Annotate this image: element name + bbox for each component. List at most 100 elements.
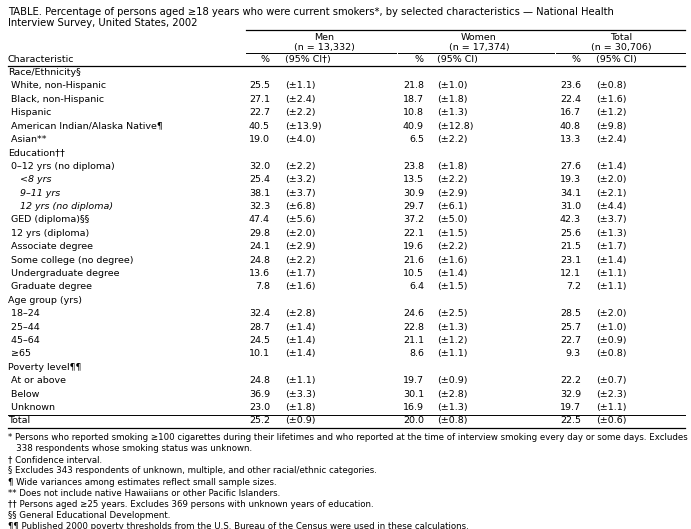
Text: 23.1: 23.1 bbox=[560, 256, 581, 264]
Text: (±0.8): (±0.8) bbox=[596, 81, 627, 90]
Text: 10.8: 10.8 bbox=[403, 108, 424, 117]
Text: ≥65: ≥65 bbox=[8, 349, 31, 359]
Text: 38.1: 38.1 bbox=[249, 189, 270, 198]
Text: (±1.8): (±1.8) bbox=[285, 403, 316, 412]
Text: (95% CI): (95% CI) bbox=[596, 55, 637, 64]
Text: (±2.0): (±2.0) bbox=[596, 175, 627, 184]
Text: 24.1: 24.1 bbox=[249, 242, 270, 251]
Text: ¶¶ Published 2000 poverty thresholds from the U.S. Bureau of the Census were use: ¶¶ Published 2000 poverty thresholds fro… bbox=[8, 523, 468, 529]
Text: †† Persons aged ≥25 years. Excludes 369 persons with unknown years of education.: †† Persons aged ≥25 years. Excludes 369 … bbox=[8, 500, 374, 509]
Text: 25.5: 25.5 bbox=[249, 81, 270, 90]
Text: Graduate degree: Graduate degree bbox=[8, 282, 92, 291]
Text: (±6.1): (±6.1) bbox=[437, 202, 468, 211]
Text: † Confidence interval.: † Confidence interval. bbox=[8, 455, 102, 464]
Text: (±12.8): (±12.8) bbox=[437, 122, 473, 131]
Text: Hispanic: Hispanic bbox=[8, 108, 51, 117]
Text: 12.1: 12.1 bbox=[560, 269, 581, 278]
Text: (±1.6): (±1.6) bbox=[596, 95, 627, 104]
Text: (±1.6): (±1.6) bbox=[437, 256, 468, 264]
Text: (±0.9): (±0.9) bbox=[285, 416, 316, 425]
Text: (±6.8): (±6.8) bbox=[285, 202, 316, 211]
Text: 23.0: 23.0 bbox=[249, 403, 270, 412]
Text: 42.3: 42.3 bbox=[560, 215, 581, 224]
Text: 32.9: 32.9 bbox=[560, 389, 581, 398]
Text: (n = 17,374): (n = 17,374) bbox=[448, 43, 509, 52]
Text: (±1.3): (±1.3) bbox=[596, 229, 627, 238]
Text: (±0.7): (±0.7) bbox=[596, 376, 627, 385]
Text: Undergraduate degree: Undergraduate degree bbox=[8, 269, 120, 278]
Text: 19.6: 19.6 bbox=[403, 242, 424, 251]
Text: (±4.4): (±4.4) bbox=[596, 202, 627, 211]
Text: (±1.4): (±1.4) bbox=[285, 349, 316, 359]
Text: Below: Below bbox=[8, 389, 39, 398]
Text: (±0.6): (±0.6) bbox=[596, 416, 627, 425]
Text: 0–12 yrs (no diploma): 0–12 yrs (no diploma) bbox=[8, 162, 115, 171]
Text: (±1.1): (±1.1) bbox=[596, 269, 627, 278]
Text: 32.4: 32.4 bbox=[249, 309, 270, 318]
Text: 21.5: 21.5 bbox=[560, 242, 581, 251]
Text: (±3.3): (±3.3) bbox=[285, 389, 316, 398]
Text: 6.5: 6.5 bbox=[409, 135, 424, 144]
Text: 19.3: 19.3 bbox=[560, 175, 581, 184]
Text: 40.9: 40.9 bbox=[403, 122, 424, 131]
Text: (±1.4): (±1.4) bbox=[596, 162, 627, 171]
Text: (±1.5): (±1.5) bbox=[437, 229, 468, 238]
Text: 34.1: 34.1 bbox=[560, 189, 581, 198]
Text: 21.6: 21.6 bbox=[403, 256, 424, 264]
Text: 47.4: 47.4 bbox=[249, 215, 270, 224]
Text: 29.7: 29.7 bbox=[403, 202, 424, 211]
Text: Total: Total bbox=[8, 416, 30, 425]
Text: (±1.5): (±1.5) bbox=[437, 282, 468, 291]
Text: %: % bbox=[572, 55, 581, 64]
Text: Unknown: Unknown bbox=[8, 403, 55, 412]
Text: 25.2: 25.2 bbox=[249, 416, 270, 425]
Text: 13.3: 13.3 bbox=[560, 135, 581, 144]
Text: (±4.0): (±4.0) bbox=[285, 135, 316, 144]
Text: 29.8: 29.8 bbox=[249, 229, 270, 238]
Text: 7.2: 7.2 bbox=[566, 282, 581, 291]
Text: 30.1: 30.1 bbox=[403, 389, 424, 398]
Text: 18–24: 18–24 bbox=[8, 309, 40, 318]
Text: 338 respondents whose smoking status was unknown.: 338 respondents whose smoking status was… bbox=[8, 444, 252, 453]
Text: 25.6: 25.6 bbox=[560, 229, 581, 238]
Text: Women: Women bbox=[461, 33, 497, 42]
Text: 13.6: 13.6 bbox=[249, 269, 270, 278]
Text: (±5.6): (±5.6) bbox=[285, 215, 316, 224]
Text: Age group (yrs): Age group (yrs) bbox=[8, 296, 82, 305]
Text: (±1.2): (±1.2) bbox=[437, 336, 468, 345]
Text: (±1.4): (±1.4) bbox=[596, 256, 627, 264]
Text: (±0.8): (±0.8) bbox=[437, 416, 468, 425]
Text: 25–44: 25–44 bbox=[8, 323, 40, 332]
Text: (±1.0): (±1.0) bbox=[437, 81, 468, 90]
Text: (95% CI): (95% CI) bbox=[437, 55, 478, 64]
Text: (±2.4): (±2.4) bbox=[285, 95, 316, 104]
Text: 19.7: 19.7 bbox=[560, 403, 581, 412]
Text: 7.8: 7.8 bbox=[255, 282, 270, 291]
Text: 24.8: 24.8 bbox=[249, 256, 270, 264]
Text: 16.7: 16.7 bbox=[560, 108, 581, 117]
Text: (±2.1): (±2.1) bbox=[596, 189, 627, 198]
Text: (±1.3): (±1.3) bbox=[437, 323, 468, 332]
Text: (±13.9): (±13.9) bbox=[285, 122, 321, 131]
Text: (±2.4): (±2.4) bbox=[596, 135, 627, 144]
Text: (±5.0): (±5.0) bbox=[437, 215, 468, 224]
Text: 9.3: 9.3 bbox=[566, 349, 581, 359]
Text: (±1.3): (±1.3) bbox=[437, 403, 468, 412]
Text: 24.6: 24.6 bbox=[403, 309, 424, 318]
Text: 19.0: 19.0 bbox=[249, 135, 270, 144]
Text: 37.2: 37.2 bbox=[403, 215, 424, 224]
Text: At or above: At or above bbox=[8, 376, 66, 385]
Text: 32.3: 32.3 bbox=[249, 202, 270, 211]
Text: Education††: Education†† bbox=[8, 149, 65, 158]
Text: (±1.1): (±1.1) bbox=[285, 81, 316, 90]
Text: 22.7: 22.7 bbox=[560, 336, 581, 345]
Text: (±1.7): (±1.7) bbox=[596, 242, 627, 251]
Text: 32.0: 32.0 bbox=[249, 162, 270, 171]
Text: ** Does not include native Hawaiians or other Pacific Islanders.: ** Does not include native Hawaiians or … bbox=[8, 489, 281, 498]
Text: 21.8: 21.8 bbox=[403, 81, 424, 90]
Text: (±1.7): (±1.7) bbox=[285, 269, 316, 278]
Text: 10.1: 10.1 bbox=[249, 349, 270, 359]
Text: (±1.6): (±1.6) bbox=[285, 282, 316, 291]
Text: (±1.0): (±1.0) bbox=[596, 323, 627, 332]
Text: 22.1: 22.1 bbox=[403, 229, 424, 238]
